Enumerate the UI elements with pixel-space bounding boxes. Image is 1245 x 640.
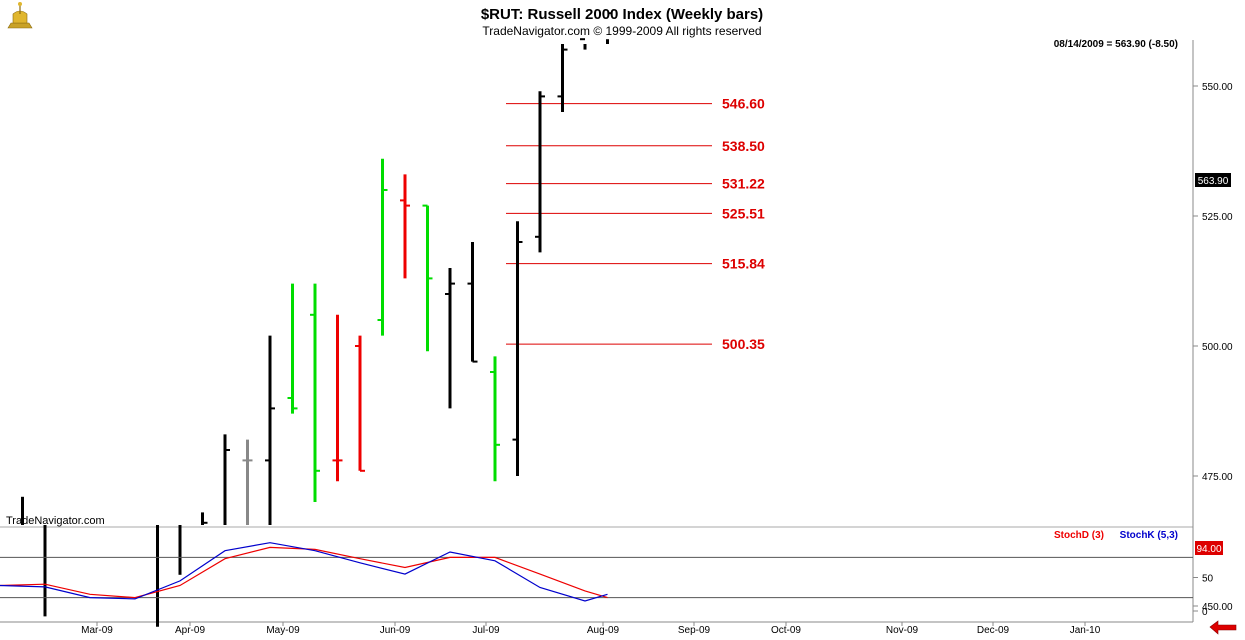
ohlc-bar[interactable]	[265, 335, 275, 525]
price-tick-label: 500.00	[1202, 342, 1233, 353]
ohlc-bar[interactable]	[377, 158, 388, 336]
time-tick-label: Sep-09	[678, 625, 711, 636]
fib-label: 531.22	[722, 176, 765, 192]
logo-icon[interactable]	[7, 2, 33, 29]
time-tick-label: Mar-09	[81, 625, 113, 636]
ohlc-bar[interactable]	[557, 44, 568, 112]
price-tick-label: 475.00	[1202, 472, 1233, 483]
ohlc-bar[interactable]	[512, 221, 523, 476]
fib-label: 500.35	[722, 336, 765, 352]
fibonacci-levels: 615.18601.65596.69591.17581.93579.98546.…	[506, 96, 765, 352]
fib-label: 538.50	[722, 138, 765, 154]
ohlc-bar[interactable]	[422, 204, 433, 352]
legend-stochk[interactable]: StochK (5,3)	[1120, 530, 1178, 541]
price-readout: 08/14/2009 = 563.90 (-8.50)	[1054, 39, 1178, 50]
stoch-badge	[1195, 541, 1223, 555]
time-tick-label: Apr-09	[175, 625, 205, 636]
stoch-tick-label: 0	[1202, 607, 1208, 618]
time-tick-label: Jan-10	[1070, 625, 1101, 636]
ohlc-bar[interactable]	[201, 512, 208, 525]
stoch-series-line[interactable]	[0, 546, 608, 599]
price-tick-label: 550.00	[1202, 82, 1233, 93]
ohlc-bar[interactable]	[535, 91, 545, 253]
last-price-badge	[1195, 173, 1231, 187]
watermark: TradeNavigator.com	[6, 515, 105, 527]
price-tick-label: 450.00	[1202, 602, 1233, 613]
time-tick-label: May-09	[266, 625, 300, 636]
fib-label: 525.51	[722, 205, 765, 221]
stochastic-lines	[0, 542, 608, 602]
time-tick-label: Nov-09	[886, 625, 919, 636]
ohlc-bar[interactable]	[223, 434, 230, 525]
fib-label: 546.60	[722, 96, 765, 112]
legend-stochd[interactable]: StochD (3)	[1054, 530, 1104, 541]
ohlc-bar[interactable]	[287, 283, 298, 414]
chart-title: $RUT: Russell 2000 Index (Weekly bars)	[481, 6, 763, 23]
ohlc-bar[interactable]	[355, 335, 365, 472]
ohlc-bar[interactable]	[490, 356, 500, 482]
time-tick-label: Dec-09	[977, 625, 1010, 636]
copyright-subtitle: TradeNavigator.com © 1999-2009 All right…	[482, 24, 761, 38]
time-axis: Mar-09 Apr-09 May-09 Jun-09 Jul-09 Aug-09 Sep-…	[81, 622, 1101, 636]
price-bars	[21, 0, 613, 627]
ohlc-bar[interactable]	[242, 439, 253, 525]
stoch-last-label: 94.00	[1196, 544, 1221, 555]
time-tick-label: Jul-09	[472, 625, 500, 636]
ohlc-bar[interactable]	[603, 0, 613, 44]
ohlc-bar[interactable]	[580, 0, 590, 50]
nav-left-arrow-icon[interactable]	[1209, 620, 1237, 635]
time-tick-label: Aug-09	[587, 625, 620, 636]
price-axis: 450.00475.00500.00525.00550.00575.00600.…	[1193, 82, 1233, 613]
ohlc-bar[interactable]	[400, 174, 410, 279]
price-tick-label: 525.00	[1202, 212, 1233, 223]
ohlc-bar[interactable]	[445, 268, 455, 409]
fib-label: 515.84	[722, 256, 765, 272]
time-tick-label: Oct-09	[771, 625, 801, 636]
last-price-label: 563.90	[1198, 176, 1229, 187]
ohlc-bar[interactable]	[310, 283, 320, 502]
time-tick-label: Jun-09	[380, 625, 411, 636]
ohlc-bar[interactable]	[332, 314, 343, 482]
stoch-tick-label: 50	[1202, 574, 1214, 585]
ohlc-bar[interactable]	[467, 242, 478, 363]
stoch-series-line[interactable]	[0, 542, 608, 602]
